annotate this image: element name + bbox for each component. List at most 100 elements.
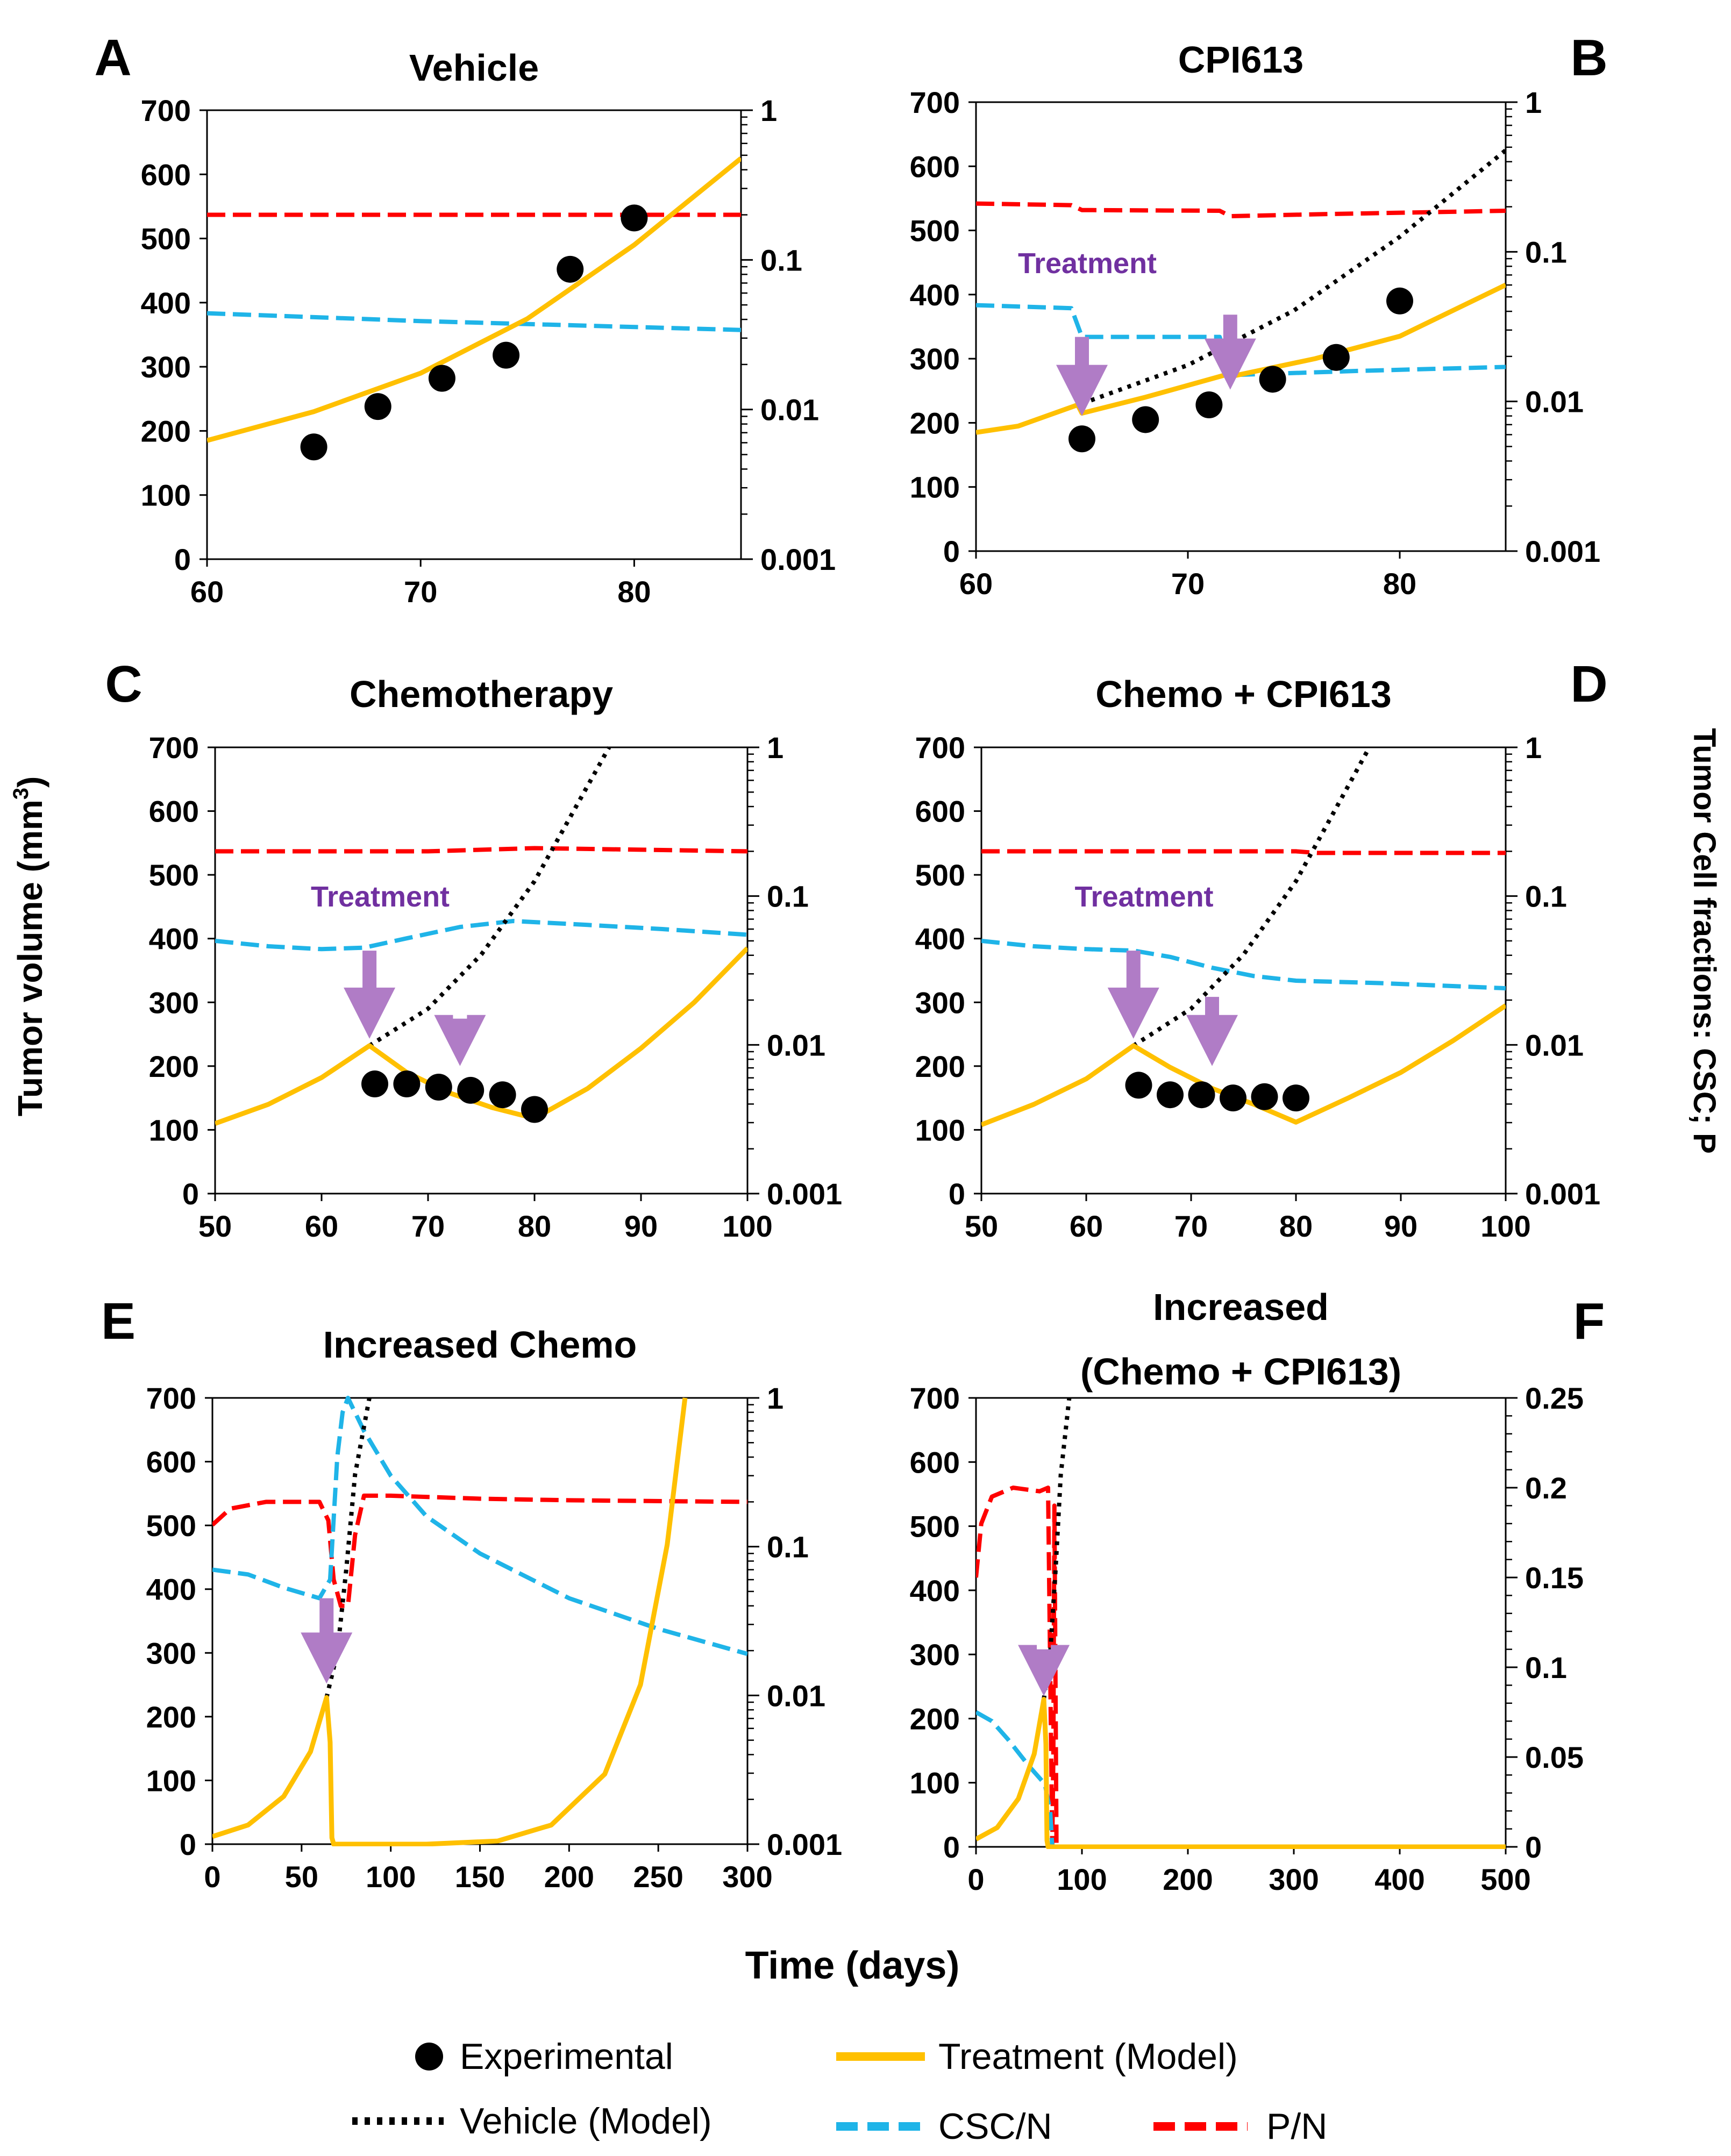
panel-a-y2tick-label: 1 (760, 94, 777, 127)
panel-c-xtick-label: 50 (198, 1209, 232, 1243)
panel-d-treatment-arrow (1107, 951, 1159, 1039)
panel-c-ytick-label: 100 (149, 1113, 199, 1147)
panel-c-p-series (215, 846, 747, 854)
panel-e-xtick-label: 100 (366, 1860, 416, 1894)
panel-c-ytick-label: 0 (182, 1177, 199, 1211)
panel-d-ytick-label: 300 (915, 986, 965, 1019)
panel-d-ytick-label: 200 (915, 1050, 965, 1083)
panel-f-csc-series (976, 1710, 1506, 1849)
panel-a-ytick-label: 500 (141, 222, 191, 256)
panel-e-treatment-arrow (301, 1598, 353, 1684)
panel-a-xtick-label: 70 (404, 575, 437, 609)
panel-b-ytick-label: 700 (910, 85, 960, 119)
panel-f-xtick-label: 400 (1374, 1862, 1424, 1896)
panel-e-xtick-label: 50 (285, 1860, 318, 1894)
panel-f-ytick-label: 300 (910, 1638, 960, 1672)
panel-e: E Increased Chemo 0 100 200 300 400 500 600 700 0 5… (101, 1293, 842, 1894)
panel-d-ytick-label: 600 (915, 795, 965, 829)
legend-experimental-label: Experimental (460, 2036, 673, 2077)
panel-c-y2tick-label: 0.001 (767, 1177, 842, 1211)
panel-f-letter: F (1573, 1293, 1605, 1350)
panel-f-xtick-label: 100 (1057, 1862, 1107, 1896)
panel-f-ytick-label: 500 (910, 1510, 960, 1544)
panel-b-title-0: CPI613 (1178, 39, 1303, 81)
panel-a-series (207, 156, 741, 461)
panel-d-experimental-point (1283, 1084, 1309, 1112)
y-axis-title-right: Tumor Cell fractions: CSC; P (1687, 728, 1722, 1154)
panel-a-ytick-label: 400 (141, 286, 191, 320)
panel-e-ytick-label: 400 (146, 1573, 196, 1607)
panel-b-ytick-label: 400 (910, 278, 960, 312)
y-axis-title-left-sup: 3 (9, 788, 33, 799)
panel-b-y2tick-label: 0.001 (1525, 534, 1600, 568)
y-axis-title-left: Tumor volume (mm3) (9, 776, 49, 1117)
panel-d-title-0: Chemo + CPI613 (1095, 673, 1392, 715)
panel-e-ytick-label: 500 (146, 1509, 196, 1543)
panel-b-ytick-label: 200 (910, 406, 960, 440)
panel-f-y2tick-label: 0.1 (1525, 1651, 1567, 1684)
panel-e-ytick-label: 700 (146, 1381, 196, 1415)
panel-f-xtick-label: 200 (1163, 1862, 1213, 1896)
panel-e-title-0: Increased Chemo (323, 1324, 637, 1366)
panel-e-xtick-label: 200 (544, 1860, 594, 1894)
panel-c-experimental-point (361, 1070, 388, 1098)
panel-b-ytick-label: 500 (910, 214, 960, 248)
panel-d: D Chemo + CPI613 0 100 200 300 400 500 600 700 50 6… (915, 655, 1608, 1243)
panel-d-experimental-point (1125, 1072, 1152, 1099)
panel-c-title-0: Chemotherapy (350, 673, 613, 715)
panel-b-xtick-label: 60 (959, 567, 993, 601)
panel-e-ytick-label: 200 (146, 1700, 196, 1734)
panel-a-treatment-series (207, 156, 741, 443)
panel-c-xtick-label: 90 (624, 1209, 658, 1243)
legend-experimental-marker (415, 2043, 443, 2071)
panel-a-experimental-point (428, 365, 455, 392)
panel-f-ytick-label: 600 (910, 1445, 960, 1479)
panel-a-ytick-label: 0 (174, 542, 191, 576)
panel-c-experimental-point (393, 1070, 421, 1098)
panel-c-ytick-label: 300 (149, 986, 199, 1019)
panel-b-y2tick-label: 0.01 (1525, 385, 1584, 419)
panel-c-y2tick-label: 1 (767, 731, 783, 765)
y-axis-title-left-main: Tumor volume (mm (11, 799, 49, 1116)
panel-d-ytick-label: 0 (949, 1177, 965, 1211)
panel-d-csc-series (981, 939, 1506, 991)
panel-a-ytick-label: 700 (141, 94, 191, 127)
panel-e-ytick-label: 0 (180, 1827, 196, 1861)
panel-d-xtick-label: 100 (1480, 1209, 1530, 1243)
panel-d-ytick-label: 100 (915, 1113, 965, 1147)
panel-d-xtick-label: 70 (1174, 1209, 1208, 1243)
panel-a-experimental-point (364, 393, 391, 420)
panel-c-y2tick-label: 0.1 (767, 880, 809, 913)
panel-b-xtick-label: 70 (1171, 567, 1205, 601)
panel-d-xtick-label: 50 (965, 1209, 998, 1243)
panel-f-y2tick-label: 0.15 (1525, 1561, 1584, 1595)
panel-f-y2tick-label: 0.05 (1525, 1740, 1584, 1774)
panel-b-experimental-point (1132, 406, 1159, 433)
panel-b-ytick-label: 600 (910, 149, 960, 183)
panel-e-xtick-label: 150 (455, 1860, 505, 1894)
y-axis-title-left-end: ) (11, 776, 49, 788)
panel-c-series (215, 746, 747, 1126)
panel-a-csc-series (207, 311, 741, 332)
panel-b-y2tick-label: 1 (1525, 85, 1542, 119)
panel-c-frame (214, 746, 749, 1195)
panel-c-y2tick-label: 0.01 (767, 1028, 825, 1062)
panel-c-experimental-point (489, 1081, 516, 1109)
panel-d-vehicle-series (1132, 746, 1372, 1048)
panel-f-treatment-series (976, 1697, 1506, 1849)
panel-c-ytick-label: 600 (149, 795, 199, 829)
panel-c-experimental-point (457, 1076, 485, 1104)
panel-c-ytick-label: 400 (149, 922, 199, 956)
panel-d-ytick-label: 700 (915, 731, 965, 765)
panel-e-ytick-label: 100 (146, 1764, 196, 1797)
panel-d-y2tick-label: 0.001 (1525, 1177, 1600, 1211)
panel-a-y2tick-label: 0.001 (760, 542, 836, 576)
panel-f-ytick-label: 400 (910, 1574, 960, 1608)
panel-a-ytick-label: 200 (141, 414, 191, 448)
panel-b-treatment-arrow (1056, 337, 1108, 416)
panel-c-ytick-label: 700 (149, 731, 199, 765)
panel-b-csc-series (976, 303, 1506, 377)
